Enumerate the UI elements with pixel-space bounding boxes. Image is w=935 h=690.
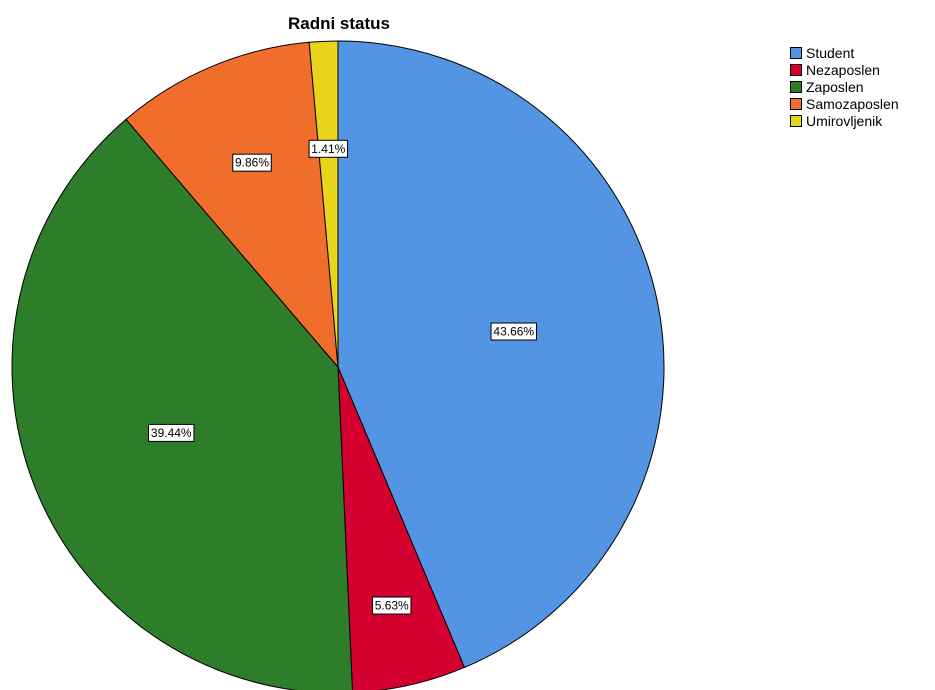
data-label-text: 5.63% bbox=[375, 599, 409, 613]
legend-swatch bbox=[790, 97, 802, 110]
legend-label: Nezaposlen bbox=[806, 61, 880, 78]
legend-item-umirovljenik: Umirovljenik bbox=[790, 112, 899, 129]
legend-item-student: Student bbox=[790, 44, 899, 61]
legend-swatch bbox=[790, 114, 802, 127]
pie-slice-zaposlen bbox=[11, 118, 353, 690]
pie-slice-nezaposlen bbox=[337, 366, 466, 690]
legend: Student Nezaposlen Zaposlen Samozaposlen Umi… bbox=[790, 44, 899, 129]
pie-data-labels: 43.66% 5.63% 39.44% 9.86% 1.41% bbox=[148, 139, 537, 615]
data-label-zaposlen: 39.44% bbox=[148, 423, 195, 442]
legend-item-samozaposlen: Samozaposlen bbox=[790, 95, 899, 112]
data-label-box bbox=[148, 423, 195, 442]
pie-slice-umirovljenik bbox=[308, 40, 339, 368]
legend-label: Zaposlen bbox=[806, 78, 864, 95]
legend-item-zaposlen: Zaposlen bbox=[790, 78, 899, 95]
legend-item-nezaposlen: Nezaposlen bbox=[790, 61, 899, 78]
data-label-text: 9.86% bbox=[235, 156, 269, 170]
legend-swatch bbox=[790, 63, 802, 76]
chart-title: Radni status bbox=[287, 14, 391, 33]
data-label-umirovljenik: 1.41% bbox=[308, 139, 349, 158]
pie-slices bbox=[11, 40, 665, 690]
legend-label: Umirovljenik bbox=[806, 112, 883, 129]
pie-slice-student bbox=[337, 40, 665, 669]
pie-slice-samozaposlen bbox=[125, 41, 339, 369]
legend-label: Student bbox=[806, 44, 855, 61]
data-label-student: 43.66% bbox=[490, 322, 537, 341]
data-label-text: 1.41% bbox=[311, 142, 345, 156]
data-label-samozaposlen: 9.86% bbox=[232, 153, 272, 172]
data-label-box bbox=[308, 139, 349, 158]
legend-swatch bbox=[790, 46, 802, 59]
data-label-box bbox=[371, 596, 412, 615]
legend-label: Samozaposlen bbox=[806, 95, 899, 112]
data-label-text: 43.66% bbox=[493, 325, 534, 339]
data-label-box bbox=[490, 322, 537, 341]
data-label-text: 39.44% bbox=[151, 426, 192, 440]
legend-swatch bbox=[790, 80, 802, 93]
data-label-box bbox=[232, 153, 272, 172]
data-label-nezaposlen: 5.63% bbox=[371, 596, 412, 615]
